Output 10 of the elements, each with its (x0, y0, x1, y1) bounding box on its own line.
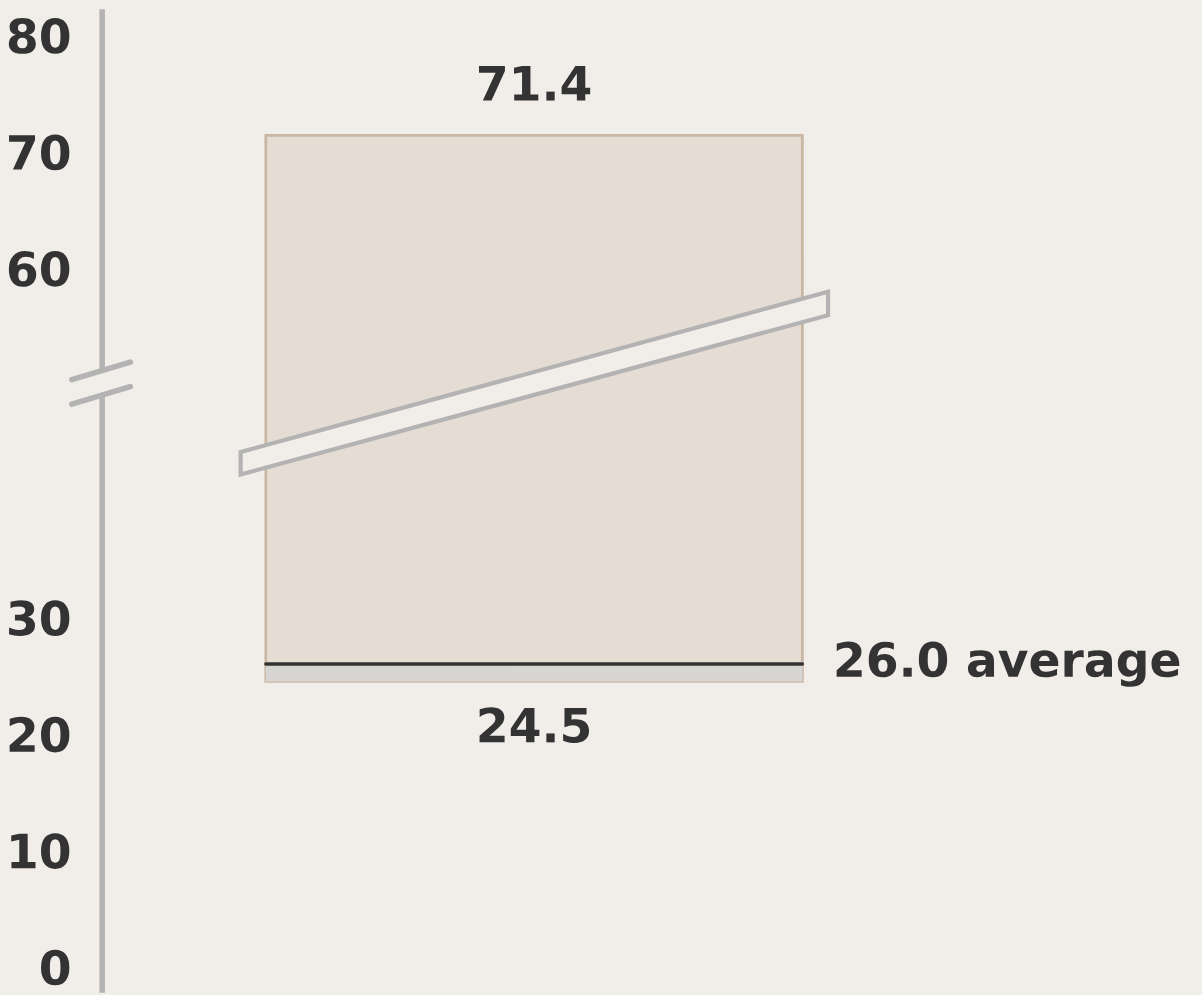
y-tick-label: 70 (9, 134, 70, 171)
ref-line-label: 26.0 average (836, 641, 1180, 687)
annotation: 24.5 (479, 707, 590, 744)
y-tick-label: 30 (9, 600, 70, 637)
y-tick-label: 80 (8, 18, 70, 54)
y-tick-label: 60 (8, 251, 70, 287)
y-tick-label: 10 (11, 833, 70, 869)
y-tick-label: 20 (9, 716, 70, 753)
y-tick-label: 0 (41, 949, 70, 986)
annotation: 71.4 (478, 66, 591, 101)
